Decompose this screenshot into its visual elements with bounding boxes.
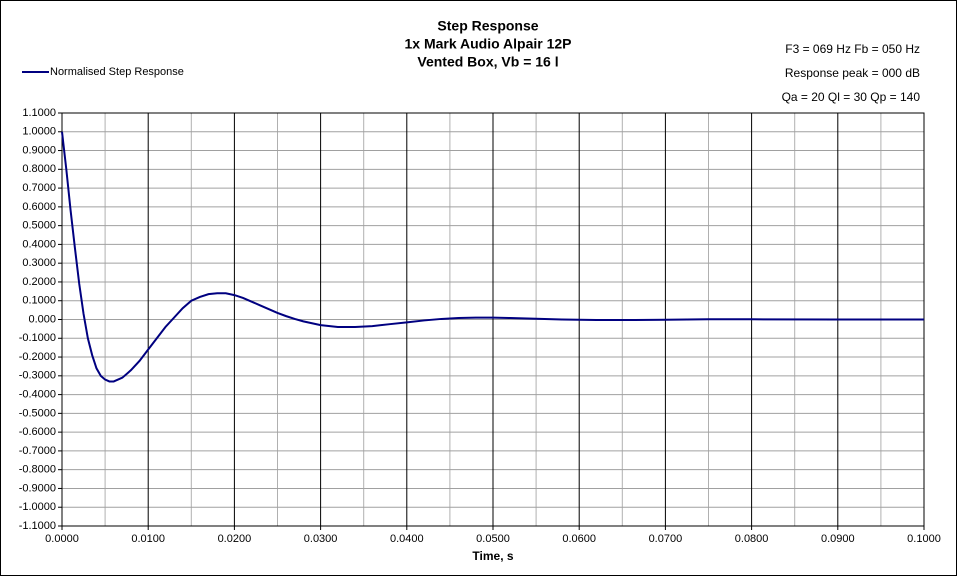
x-tick-label: 0.0600 [562, 533, 596, 545]
series-line [61, 131, 924, 383]
legend-label: Normalised Step Response [50, 66, 184, 78]
y-tick-label: 0.2000 [22, 276, 56, 288]
y-tick-label: -0.1000 [19, 332, 56, 344]
chart-title: Step Response [437, 18, 538, 34]
y-tick-label: -0.2000 [19, 351, 56, 363]
y-tick-label: 0.7000 [22, 182, 56, 194]
y-tick-label: 0.8000 [22, 163, 56, 175]
y-tick-label: -0.6000 [19, 426, 56, 438]
x-tick-label: 0.0800 [735, 533, 769, 545]
x-tick-label: 0.0200 [218, 533, 252, 545]
chart-title: Vented Box, Vb = 16 l [417, 54, 558, 70]
x-axis-label: Time, s [472, 549, 513, 563]
x-tick-label: 0.0000 [45, 533, 79, 545]
y-tick-label: 1.0000 [22, 126, 56, 138]
y-tick-label: -0.3000 [19, 370, 56, 382]
y-tick-label: -0.4000 [19, 388, 56, 400]
x-tick-label: 0.0300 [304, 533, 338, 545]
y-tick-label: -1.0000 [19, 501, 56, 513]
y-tick-label: -0.7000 [19, 445, 56, 457]
y-tick-label: 0.1000 [22, 295, 56, 307]
x-tick-label: 0.0500 [476, 533, 510, 545]
x-tick-label: 0.0100 [131, 533, 165, 545]
annotation: Qa = 20 Ql = 30 Qp = 140 [782, 90, 921, 104]
y-tick-label: -1.1000 [19, 520, 56, 532]
y-tick-label: 1.1000 [22, 107, 56, 119]
y-tick-label: -0.8000 [19, 464, 56, 476]
y-tick-label: -0.5000 [19, 407, 56, 419]
y-tick-label: 0.6000 [22, 201, 56, 213]
x-tick-label: 0.0900 [821, 533, 855, 545]
y-tick-label: 0.4000 [22, 238, 56, 250]
annotation: Response peak = 000 dB [785, 66, 920, 80]
chart-title: 1x Mark Audio Alpair 12P [404, 36, 571, 52]
y-tick-label: -0.9000 [19, 482, 56, 494]
x-tick-label: 0.1000 [907, 533, 941, 545]
x-tick-label: 0.0700 [649, 533, 683, 545]
x-tick-label: 0.0400 [390, 533, 424, 545]
y-tick-label: 0.3000 [22, 257, 56, 269]
y-tick-label: 0.000 [28, 313, 56, 325]
annotation: F3 = 069 Hz Fb = 050 Hz [785, 42, 920, 56]
y-tick-label: 0.9000 [22, 144, 56, 156]
y-tick-label: 0.5000 [22, 220, 56, 232]
